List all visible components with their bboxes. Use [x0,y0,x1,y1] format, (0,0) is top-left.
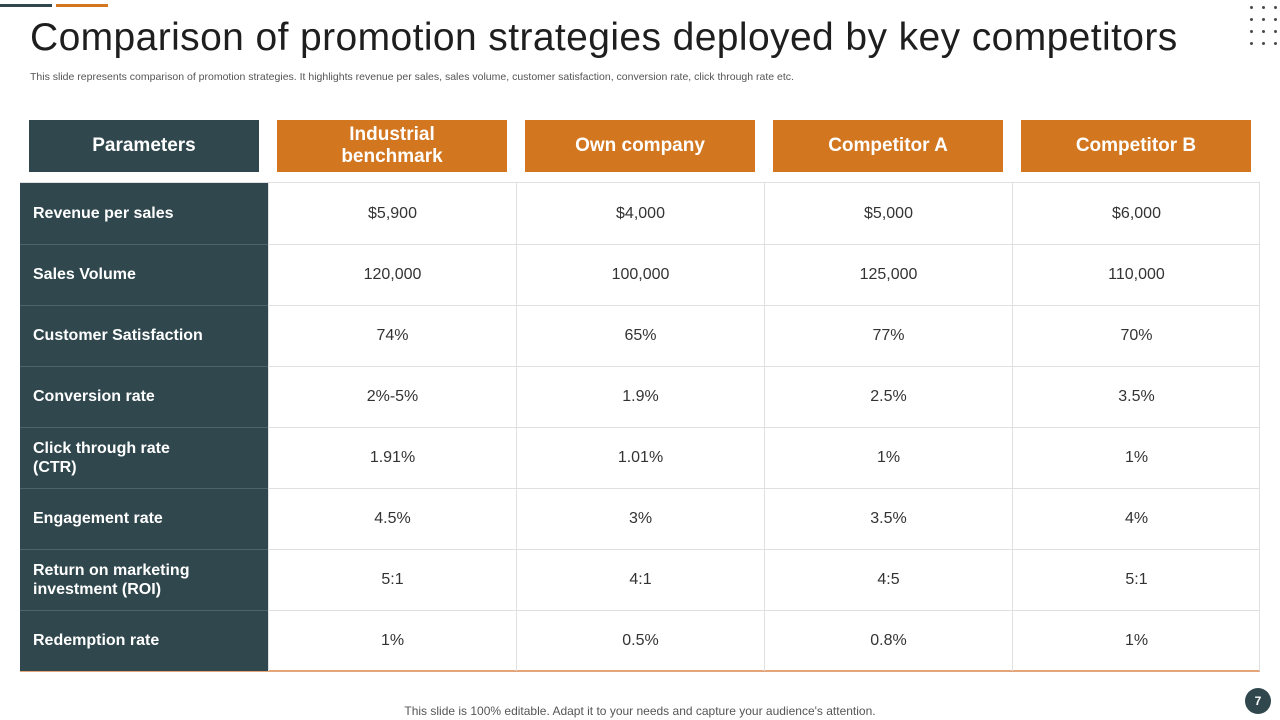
table-cell: $6,000 [1012,183,1260,244]
row-label-cell: Customer Satisfaction [20,305,268,366]
dot [1274,6,1277,9]
row-label: Customer Satisfaction [33,327,203,344]
dot [1262,30,1265,33]
row-divider-dark [20,610,268,611]
dot [1250,18,1253,21]
table-cell: 1.01% [516,427,764,488]
table-cell: 125,000 [764,244,1012,305]
row-label-cell: Sales Volume [20,244,268,305]
table-cell: 65% [516,305,764,366]
row-divider [20,305,1259,306]
table-cell: 0.5% [516,610,764,671]
dot [1262,42,1265,45]
table-row: Customer Satisfaction 74% 65% 77% 70% [20,305,1259,366]
table-cell: 1% [268,610,516,671]
row-divider-dark [20,427,268,428]
row-label-cell: Engagement rate [20,488,268,549]
table-cell: 70% [1012,305,1260,366]
row-divider [20,549,1259,550]
table-cell: 4.5% [268,488,516,549]
table-cell: $5,000 [764,183,1012,244]
row-divider-dark [20,488,268,489]
dot-grid-icon [1250,6,1278,46]
table-row: Engagement rate 4.5% 3% 3.5% 4% [20,488,1259,549]
slide-subtitle: This slide represents comparison of prom… [30,71,794,83]
table-cell: $5,900 [268,183,516,244]
table-cell: 120,000 [268,244,516,305]
table-row: Redemption rate 1% 0.5% 0.8% 1% [20,610,1259,671]
table-cell: 4% [1012,488,1260,549]
table-cell: 74% [268,305,516,366]
table-cell: 100,000 [516,244,764,305]
table-cell: 3.5% [1012,366,1260,427]
row-divider [20,366,1259,367]
dot [1250,42,1253,45]
table-cell: $4,000 [516,183,764,244]
row-label-cell: Click through rate (CTR) [20,427,268,488]
dot [1262,6,1265,9]
table-cell: 1% [1012,427,1260,488]
table-cell: 3% [516,488,764,549]
row-label: Click through rate (CTR) [33,439,170,476]
row-label-cell: Conversion rate [20,366,268,427]
table-cell: 4:5 [764,549,1012,610]
dot [1274,30,1277,33]
header-competitor-a: Competitor A [773,120,1003,172]
slide-title: Comparison of promotion strategies deplo… [30,16,1178,59]
table-cell: 77% [764,305,1012,366]
table-cell: 3.5% [764,488,1012,549]
row-divider [20,488,1259,489]
table-row: Sales Volume 120,000 100,000 125,000 110,000 [20,244,1259,305]
row-label: Return on marketing investment (ROI) [33,561,190,598]
header-competitor-b: Competitor B [1021,120,1251,172]
row-label: Revenue per sales [33,205,174,222]
table-cell: 5:1 [268,549,516,610]
table-cell: 2%-5% [268,366,516,427]
table-cell: 1% [1012,610,1260,671]
table-cell: 110,000 [1012,244,1260,305]
page-number-badge: 7 [1245,688,1271,714]
dot [1274,42,1277,45]
row-divider-dark [20,305,268,306]
top-accent-bar-orange [56,4,108,7]
table-cell: 0.8% [764,610,1012,671]
dot [1262,18,1265,21]
header-industrial-benchmark: Industrial benchmark [277,120,507,172]
row-divider [20,427,1259,428]
table-cell: 1% [764,427,1012,488]
row-divider-dark [20,549,268,550]
table-cell: 5:1 [1012,549,1260,610]
row-label-cell: Redemption rate [20,610,268,671]
comparison-table: Revenue per sales $5,900 $4,000 $5,000 $6,00… [20,182,1260,672]
table-cell: 1.9% [516,366,764,427]
table-row: Return on marketing investment (ROI) 5:1 4… [20,549,1259,610]
row-divider-dark [20,366,268,367]
row-label: Conversion rate [33,388,155,405]
table-cell: 1.91% [268,427,516,488]
row-label-cell: Return on marketing investment (ROI) [20,549,268,610]
header-parameters: Parameters [29,120,259,172]
dot [1250,30,1253,33]
table-row: Conversion rate 2%-5% 1.9% 2.5% 3.5% [20,366,1259,427]
header-own-company: Own company [525,120,755,172]
table-row: Click through rate (CTR) 1.91% 1.01% 1% 1% [20,427,1259,488]
footer-note: This slide is 100% editable. Adapt it to… [404,704,876,718]
row-label: Sales Volume [33,266,136,283]
row-divider-dark [20,244,268,245]
row-divider [20,610,1259,611]
row-label-cell: Revenue per sales [20,183,268,244]
dot [1274,18,1277,21]
row-divider [20,244,1259,245]
dot [1250,6,1253,9]
top-accent-bar-dark [0,4,52,7]
table-row: Revenue per sales $5,900 $4,000 $5,000 $6,00… [20,183,1259,244]
table-cell: 4:1 [516,549,764,610]
header-industrial-benchmark-label: Industrial benchmark [341,124,443,167]
table-cell: 2.5% [764,366,1012,427]
row-label: Redemption rate [33,632,160,649]
row-label: Engagement rate [33,510,163,527]
